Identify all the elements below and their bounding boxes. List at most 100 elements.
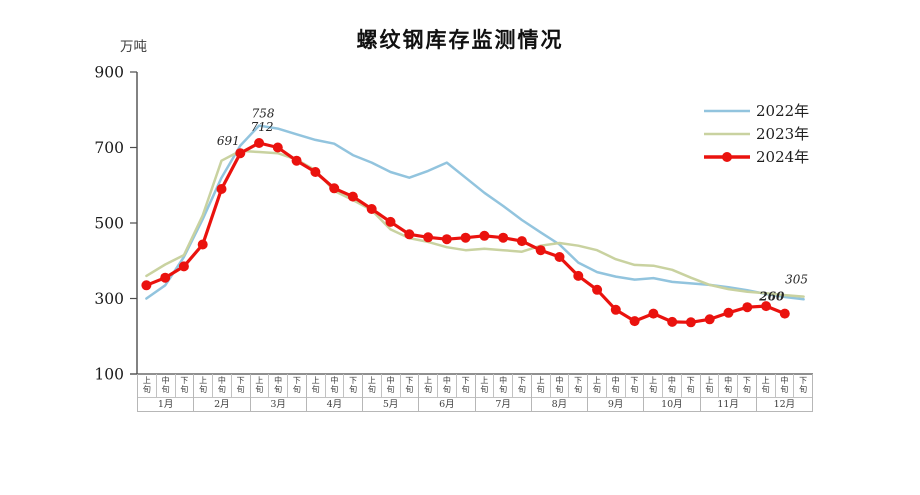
x-axis-period-label: 下旬 <box>180 376 189 394</box>
x-axis-month-group: 上旬中旬下旬 11月 <box>700 374 757 412</box>
x-axis-month-group: 上旬中旬下旬 3月 <box>250 374 307 412</box>
data-point-2024年-2月下旬 <box>235 148 246 159</box>
data-point-2024年-9月中旬 <box>610 304 621 315</box>
x-axis-month-label: 3月 <box>250 398 306 412</box>
x-axis-period-label: 下旬 <box>461 376 470 394</box>
y-axis-tick-label: 500 <box>94 215 124 233</box>
x-axis-month-group: 上旬中旬下旬 2月 <box>194 374 251 412</box>
data-point-2024年-8月中旬 <box>554 252 565 262</box>
data-point-2024年-8月上旬 <box>535 245 546 256</box>
legend-line-swatch-2023 <box>704 132 750 135</box>
data-label-758: 758 <box>252 107 275 121</box>
x-axis-period-label: 中旬 <box>213 374 232 397</box>
x-axis-month-group: 上旬中旬下旬 5月 <box>363 374 420 412</box>
x-axis-period-label: 上旬 <box>588 374 607 397</box>
series-line-2022年 <box>145 124 805 301</box>
x-axis-month-label: 11月 <box>700 398 756 412</box>
legend-label-2022: 2022年 <box>756 102 810 120</box>
data-point-2024年-5月上旬 <box>366 204 377 214</box>
x-axis-period-label: 上旬 <box>194 374 213 397</box>
x-axis-period-label: 中旬 <box>438 374 457 397</box>
data-label-260: 260 <box>758 290 785 304</box>
x-axis-period-label: 下旬 <box>799 376 808 394</box>
x-axis-period-label: 中旬 <box>776 374 795 397</box>
data-point-2024年-7月上旬 <box>479 230 490 241</box>
x-axis-month-label: 2月 <box>194 398 250 412</box>
x-axis-period-label: 上旬 <box>138 374 157 397</box>
data-point-2024年-12月中旬 <box>779 308 790 319</box>
y-axis-tick-label: 700 <box>94 139 124 157</box>
data-point-2024年-11月下旬 <box>742 302 753 313</box>
legend-line-swatch-2022 <box>704 109 750 112</box>
x-axis-month-group: 上旬中旬下旬 7月 <box>475 374 532 412</box>
x-axis-period-label: 中旬 <box>719 374 738 397</box>
x-axis-month-group: 上旬中旬下旬 12月 <box>756 374 813 412</box>
x-axis-period-label: 上旬 <box>476 374 495 397</box>
x-axis-period-label: 下旬 <box>349 376 358 394</box>
data-point-2024年-1月中旬 <box>160 272 171 283</box>
legend-item-2023: 2023年 <box>703 122 809 145</box>
x-axis-period-label: 中旬 <box>269 374 288 397</box>
data-point-2024年-9月下旬 <box>629 316 640 327</box>
x-axis-period-label: 中旬 <box>494 374 513 397</box>
x-axis-period-label: 上旬 <box>757 374 776 397</box>
x-axis-month-label: 4月 <box>306 398 362 412</box>
x-axis-period-label: 上旬 <box>363 374 382 397</box>
data-label-712: 712 <box>251 120 274 134</box>
legend-label-2024: 2024年 <box>756 148 810 166</box>
data-point-2024年-4月中旬 <box>329 183 340 194</box>
data-point-2024年-5月中旬 <box>385 216 396 227</box>
x-axis-period-label: 下旬 <box>292 376 301 394</box>
legend-item-2022: 2022年 <box>703 99 809 122</box>
legend-line-swatch-2024 <box>704 151 750 162</box>
x-axis-period-label: 下旬 <box>686 376 695 394</box>
x-axis-period-label: 中旬 <box>382 374 401 397</box>
data-point-2024年-10月下旬 <box>685 317 696 328</box>
x-axis-month-group: 上旬中旬下旬 1月 <box>137 374 195 412</box>
x-axis-month-group: 上旬中旬下旬 10月 <box>644 374 701 412</box>
legend-label-2023: 2023年 <box>756 125 810 143</box>
data-point-2024年-6月上旬 <box>423 232 434 243</box>
x-axis-month-group: 上旬中旬下旬 9月 <box>588 374 645 412</box>
x-axis-month-group: 上旬中旬下旬 6月 <box>419 374 476 412</box>
x-axis-category-boxes: 上旬中旬下旬 1月上旬中旬下旬 2月上旬中旬下旬 3月上旬中旬下旬 4月上旬中旬下旬 5月… <box>137 374 813 412</box>
data-point-2024年-6月中旬 <box>441 234 452 245</box>
data-point-2024年-1月下旬 <box>178 261 189 272</box>
data-point-2024年-2月中旬 <box>216 184 227 194</box>
x-axis-month-label: 12月 <box>756 398 812 412</box>
x-axis-period-label: 上旬 <box>251 374 270 397</box>
y-axis-tick-label: 900 <box>94 64 124 82</box>
x-axis-month-label: 9月 <box>588 398 644 412</box>
data-point-2024年-7月中旬 <box>498 232 509 243</box>
chart-title: 螺纹钢库存监测情况 <box>356 27 564 52</box>
data-point-2024年-4月下旬 <box>347 191 358 202</box>
x-axis-month-group: 上旬中旬下旬 4月 <box>306 374 363 412</box>
data-point-2024年-10月上旬 <box>648 308 659 319</box>
x-axis-month-group: 上旬中旬下旬 8月 <box>531 374 588 412</box>
data-point-2024年-11月上旬 <box>704 314 715 325</box>
data-point-2024年-1月上旬 <box>141 280 152 291</box>
y-axis-unit-label: 万吨 <box>120 39 147 55</box>
data-point-2024年-5月下旬 <box>404 229 415 240</box>
data-label-305: 305 <box>785 273 808 287</box>
data-point-2024年-2月上旬 <box>197 239 208 250</box>
y-axis-tick-label: 100 <box>94 366 124 384</box>
data-point-2024年-3月上旬 <box>254 138 265 148</box>
x-axis-month-label: 8月 <box>531 398 587 412</box>
data-point-2024年-8月下旬 <box>573 270 584 281</box>
data-point-2024年-11月中旬 <box>723 307 734 318</box>
data-point-2024年-6月下旬 <box>460 232 471 243</box>
legend-item-2024: 2024年 <box>703 145 809 168</box>
x-axis-period-label: 中旬 <box>663 374 682 397</box>
x-axis-period-label: 下旬 <box>517 376 526 394</box>
data-point-2024年-3月中旬 <box>272 142 283 153</box>
x-axis-period-label: 上旬 <box>644 374 663 397</box>
data-point-2024年-3月下旬 <box>291 155 302 166</box>
y-axis-tick-label: 300 <box>94 290 124 308</box>
x-axis-period-label: 上旬 <box>532 374 551 397</box>
x-axis-month-label: 6月 <box>419 398 475 412</box>
x-axis-period-label: 上旬 <box>701 374 720 397</box>
x-axis-period-label: 中旬 <box>326 374 345 397</box>
x-axis-month-label: 10月 <box>644 398 700 412</box>
